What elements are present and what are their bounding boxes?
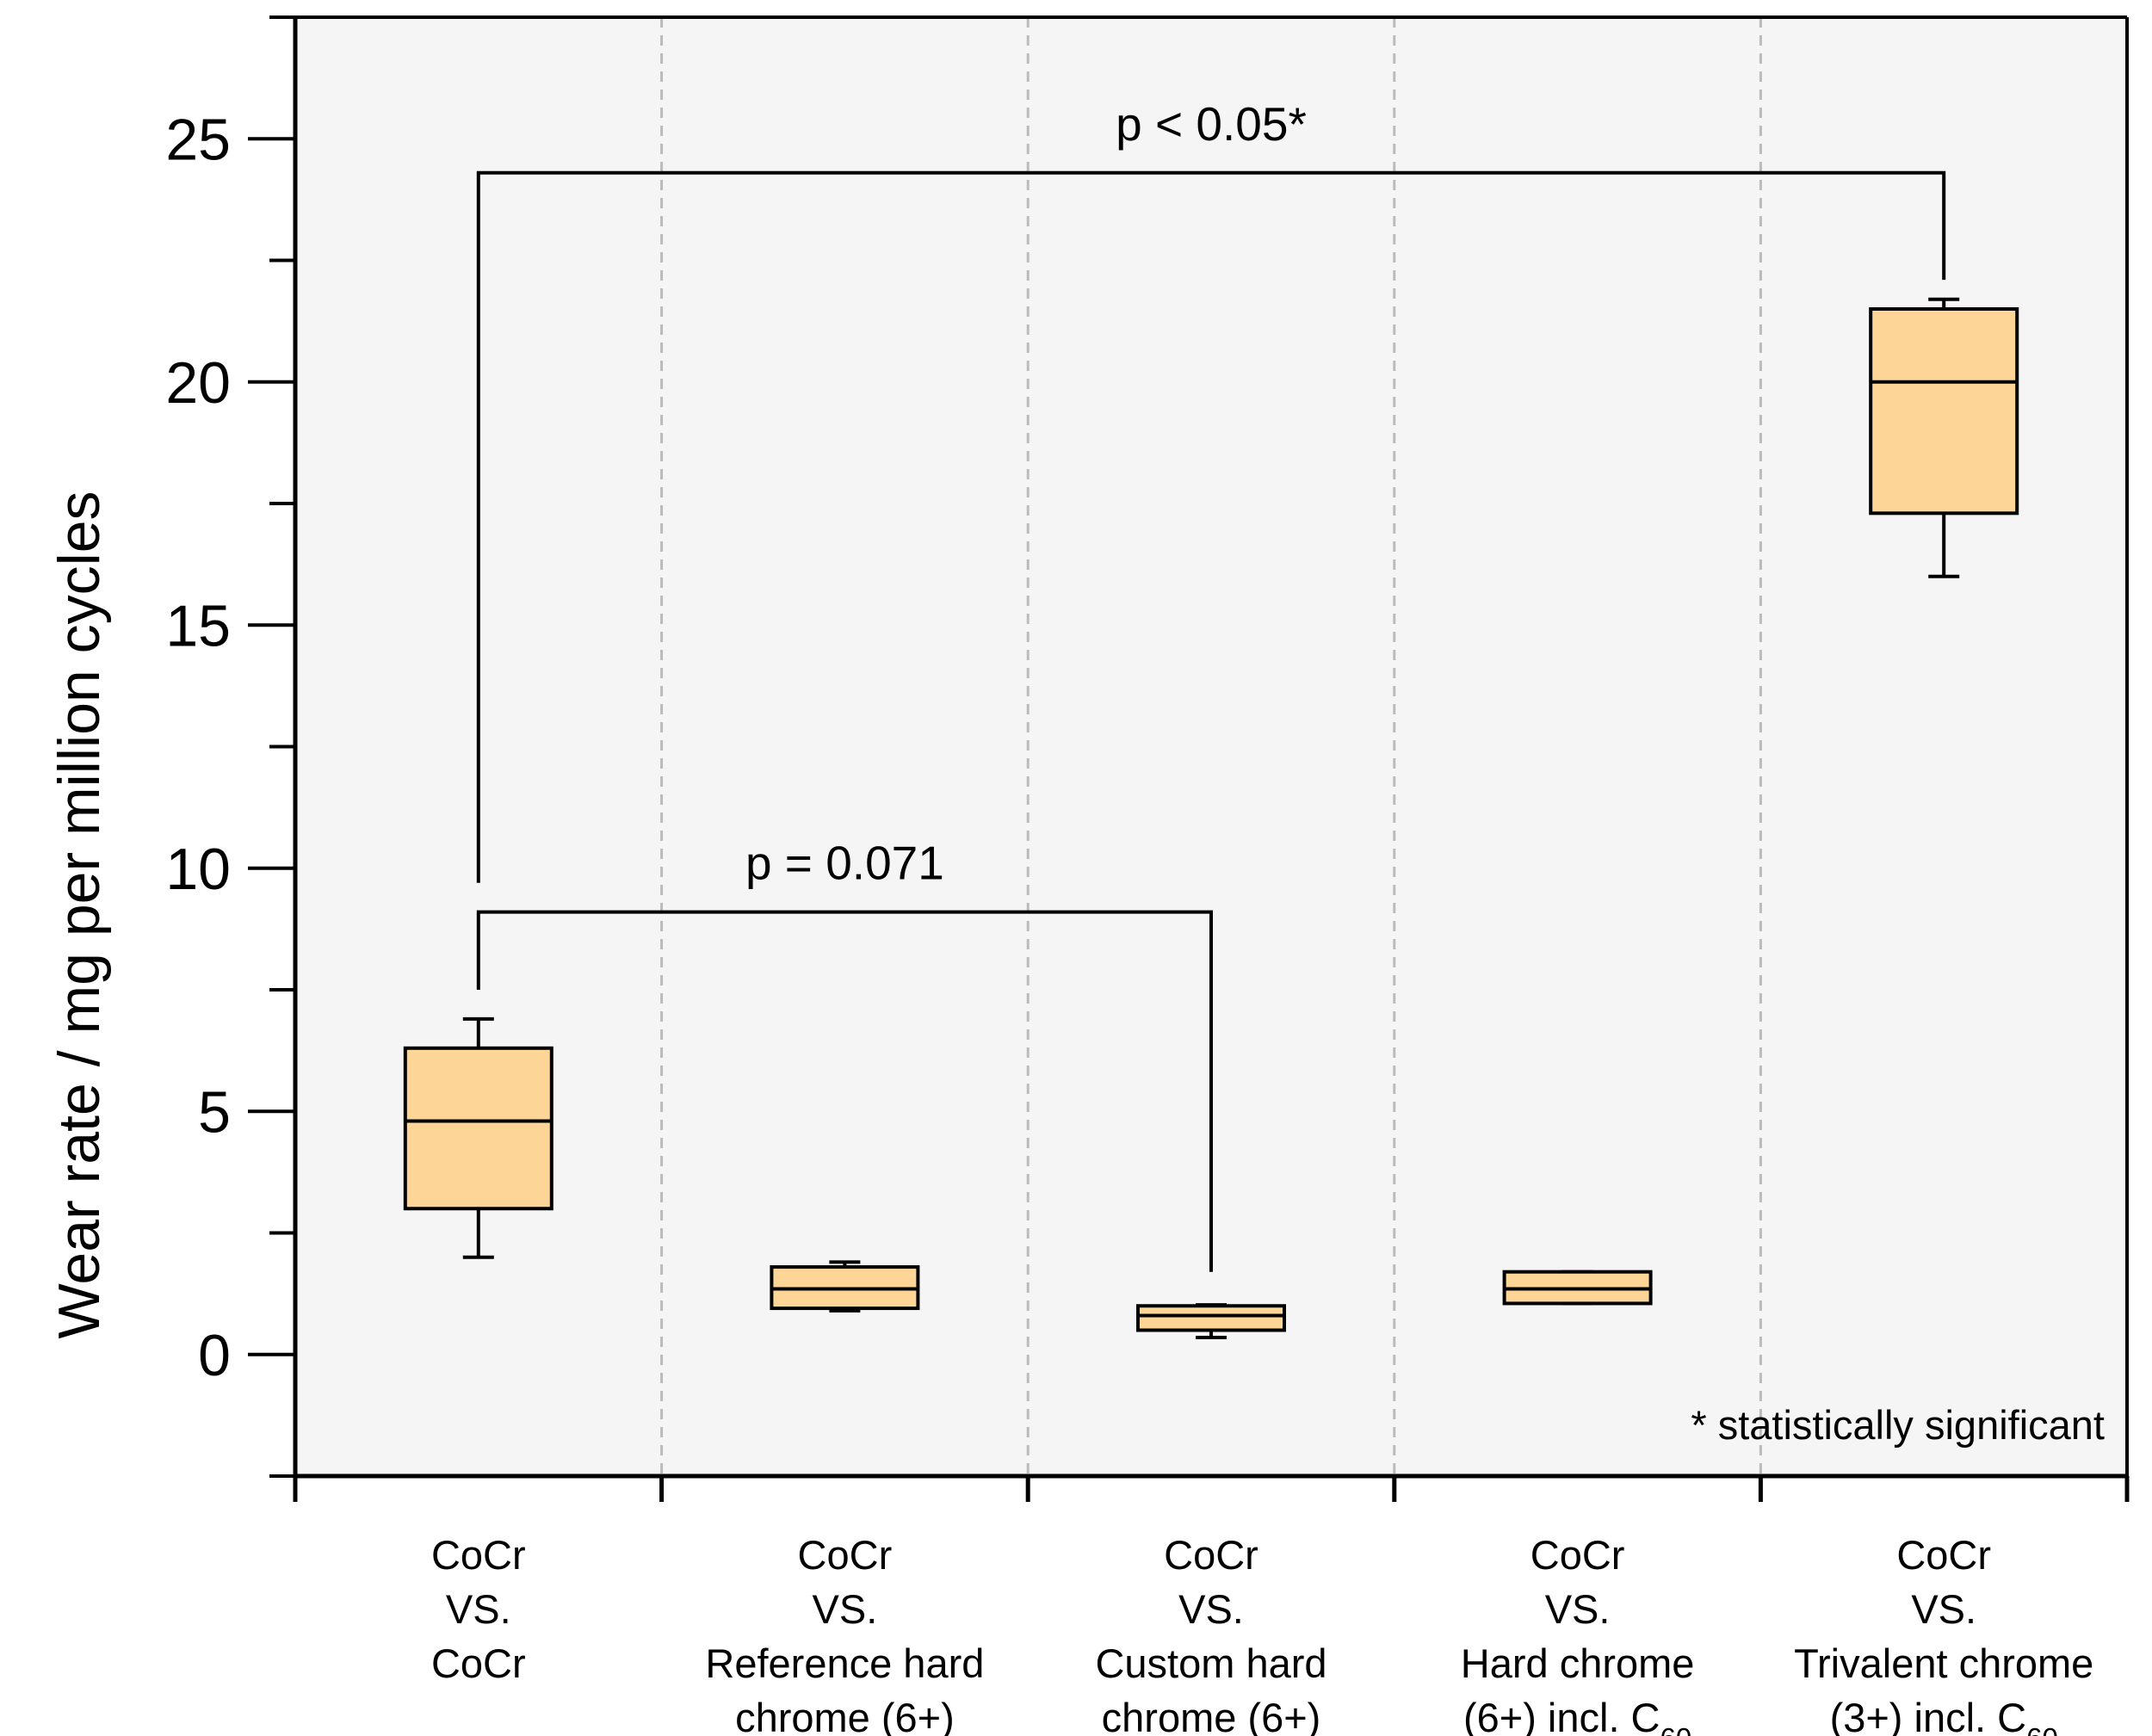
category-label-line: VS. xyxy=(1911,1586,1976,1632)
y-tick-label: 25 xyxy=(165,107,231,172)
bracket-line xyxy=(476,170,1946,883)
significance-bracket: p < 0.05* xyxy=(476,97,1946,883)
category-label-line: VS. xyxy=(446,1586,511,1632)
category-label-line: Reference hard xyxy=(705,1640,984,1686)
iqr-box xyxy=(1136,1304,1286,1332)
category-label-line: CoCr xyxy=(431,1532,526,1578)
category-label-line: Trivalent chrome xyxy=(1794,1640,2093,1686)
y-ticks: 0 5 10 15 20 25 xyxy=(165,15,295,1478)
y-tick-label: 15 xyxy=(165,593,231,658)
bracket-line xyxy=(476,910,1213,1272)
significance-brackets: p < 0.05* p = 0.071 xyxy=(476,97,1946,1272)
significance-bracket: p = 0.071 xyxy=(476,837,1213,1272)
significance-note: * statistically significant xyxy=(1691,1402,2105,1448)
category-separators xyxy=(660,17,1762,1476)
category-label-line: CoCr xyxy=(431,1640,526,1686)
y-tick-label: 10 xyxy=(165,837,231,902)
category-label-line: (6+) incl. C60 xyxy=(1463,1695,1691,1736)
y-tick-label: 20 xyxy=(165,350,231,416)
category-label-line: CoCr xyxy=(1531,1532,1625,1578)
category-label-line: VS. xyxy=(813,1586,878,1632)
iqr-box xyxy=(1869,307,2019,516)
category-label-line: CoCr xyxy=(1164,1532,1258,1578)
box-group xyxy=(1869,297,2019,578)
p-value-label: p < 0.05* xyxy=(1116,97,1307,151)
category-label-line: (3+) incl. C60 xyxy=(1830,1695,2058,1736)
p-value-label: p = 0.071 xyxy=(745,837,944,890)
category-label-line: chrome (6+) xyxy=(1102,1695,1321,1736)
box-group xyxy=(403,1016,553,1259)
box-group xyxy=(1136,1303,1286,1339)
category-label-line: Custom hard xyxy=(1095,1640,1326,1686)
category-label-line: CoCr xyxy=(1896,1532,1991,1578)
box-group xyxy=(770,1260,920,1313)
y-tick-label: 0 xyxy=(198,1323,231,1388)
category-label-line: Hard chrome xyxy=(1461,1640,1695,1686)
box-group xyxy=(1502,1270,1653,1306)
category-labels: CoCr VS. CoCr CoCr VS. Reference hard chrome (… xyxy=(431,1532,2093,1736)
y-tick-label: 5 xyxy=(198,1079,231,1145)
y-axis-title: Wear rate / mg per million cycles xyxy=(46,491,112,1338)
category-label-line: VS. xyxy=(1545,1586,1611,1632)
category-label-line: CoCr xyxy=(798,1532,893,1578)
iqr-box xyxy=(403,1046,553,1211)
category-label-line: chrome (6+) xyxy=(735,1695,955,1736)
category-label-line: VS. xyxy=(1178,1586,1244,1632)
x-ticks xyxy=(293,1476,2130,1502)
box-series xyxy=(403,297,2019,1339)
